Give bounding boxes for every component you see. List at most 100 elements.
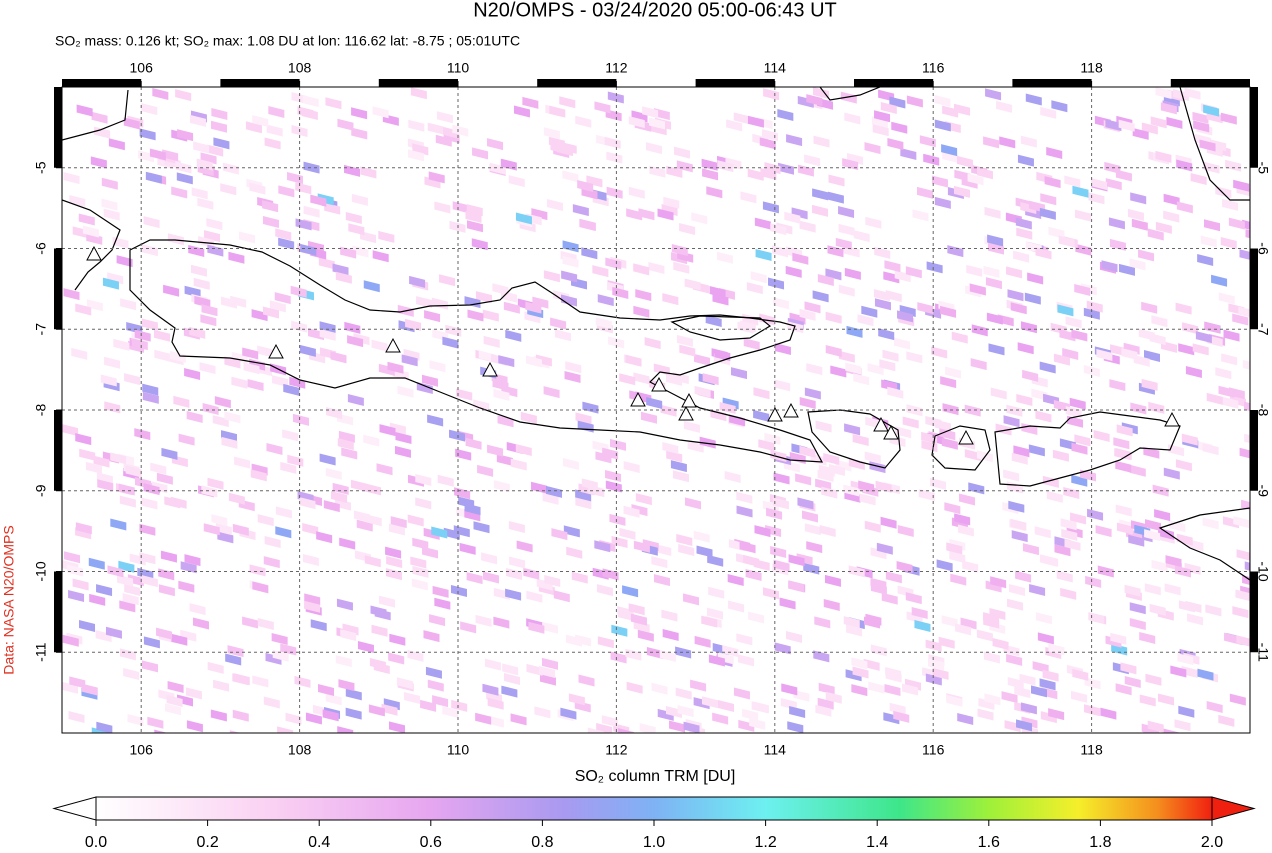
so2-pixel xyxy=(608,336,625,349)
so2-pixel xyxy=(1221,353,1238,366)
so2-pixel xyxy=(842,158,859,171)
so2-pixel xyxy=(1101,260,1118,273)
so2-pixel xyxy=(94,126,111,139)
so2-pixel xyxy=(623,461,640,474)
colorbar-tick-label: 0.8 xyxy=(531,834,553,851)
so2-pixel xyxy=(768,277,785,290)
so2-pixel xyxy=(577,179,594,192)
so2-pixel xyxy=(1010,518,1027,531)
so2-pixel xyxy=(962,560,979,573)
so2-pixel xyxy=(165,703,182,716)
so2-pixel xyxy=(1013,250,1030,263)
frame-bar xyxy=(854,79,934,87)
so2-pixel xyxy=(990,387,1007,400)
so2-pixel xyxy=(906,95,923,108)
so2-pixel xyxy=(738,654,755,667)
so2-pixel xyxy=(482,571,499,584)
so2-pixel xyxy=(874,110,891,123)
volcano xyxy=(958,429,974,445)
so2-pixel xyxy=(1220,112,1237,125)
x-tick-label-top: 114 xyxy=(764,60,787,76)
so2-pixel xyxy=(63,288,80,301)
so2-pixel xyxy=(116,255,133,268)
so2-pixel xyxy=(1093,430,1110,443)
so2-pixel xyxy=(874,298,891,311)
so2-pixel xyxy=(445,324,462,337)
so2-pixel xyxy=(1150,116,1167,129)
so2-pixel xyxy=(1115,504,1132,517)
so2-pixel xyxy=(990,576,1007,589)
so2-pixel xyxy=(465,437,482,450)
so2-pixel xyxy=(302,95,319,108)
so2-pixel xyxy=(71,347,88,360)
so2-pixel xyxy=(1236,635,1250,647)
so2-pixel xyxy=(742,708,759,721)
so2-pixel xyxy=(318,257,335,270)
colorbar-tick-label: 1.0 xyxy=(643,834,665,851)
y-tick-label-right: -8 xyxy=(1255,404,1271,417)
so2-pixel xyxy=(508,175,525,188)
so2-pixel xyxy=(364,483,381,496)
x-tick-label-bottom: 112 xyxy=(605,742,628,758)
so2-pixel xyxy=(1039,207,1056,220)
so2-pixel xyxy=(607,91,624,104)
x-tick-label-bottom: 110 xyxy=(447,742,470,758)
so2-pixel xyxy=(852,666,869,679)
so2-pixel xyxy=(324,202,341,215)
so2-pixel xyxy=(213,679,230,692)
so2-pixel xyxy=(1105,119,1122,132)
so2-pixel xyxy=(1118,119,1135,132)
so2-pixel xyxy=(1046,490,1063,503)
frame-bar xyxy=(62,79,142,87)
y-tick-label-right: -7 xyxy=(1255,323,1271,336)
so2-pixel xyxy=(303,161,320,174)
so2-pixel xyxy=(706,186,723,199)
so2-pixel xyxy=(885,670,902,683)
so2-pixel xyxy=(193,277,210,290)
so2-pixel xyxy=(415,497,432,510)
so2-pixel xyxy=(147,716,164,729)
so2-pixel xyxy=(487,715,504,728)
so2-pixel xyxy=(1163,193,1180,206)
so2-pixel xyxy=(1116,424,1133,437)
so2-pixel xyxy=(885,571,902,584)
so2-pixel xyxy=(493,480,510,493)
so2-pixel xyxy=(970,358,987,371)
so2-pixel xyxy=(1064,175,1081,188)
so2-pixel xyxy=(186,410,203,423)
so2-pixel xyxy=(956,155,973,168)
so2-pixel xyxy=(941,615,958,628)
so2-pixel xyxy=(372,106,389,119)
so2-pixel xyxy=(683,593,700,606)
so2-pixel xyxy=(1232,313,1249,326)
so2-pixel xyxy=(1141,378,1158,391)
so2-pixel xyxy=(637,629,654,642)
so2-pixel xyxy=(482,309,499,322)
so2-pixel xyxy=(139,523,156,536)
so2-pixel xyxy=(396,677,413,690)
so2-pixel xyxy=(153,329,170,342)
so2-pixel xyxy=(192,617,209,630)
so2-pixel xyxy=(163,284,180,297)
so2-pixel xyxy=(687,440,704,453)
borneo-coast xyxy=(819,87,1250,201)
so2-pixel xyxy=(210,709,227,722)
y-tick-label-right: -6 xyxy=(1255,242,1271,255)
so2-pixel xyxy=(884,683,901,696)
so2-pixel xyxy=(203,523,220,536)
so2-pixel xyxy=(124,373,141,386)
volcano xyxy=(482,361,498,377)
so2-pixel xyxy=(473,399,490,412)
so2-pixel xyxy=(578,674,595,687)
so2-pixel xyxy=(1070,512,1087,525)
so2-pixel xyxy=(940,305,957,318)
so2-pixel xyxy=(1017,154,1034,167)
so2-pixel xyxy=(747,168,764,181)
so2-pixel xyxy=(142,660,159,673)
so2-pixel xyxy=(1151,315,1168,328)
y-tick-label-left: -9 xyxy=(33,484,49,497)
colorbar-tick-label: 1.2 xyxy=(754,834,776,851)
so2-pixel xyxy=(868,681,885,694)
so2-pixel xyxy=(82,225,99,238)
so2-pixel xyxy=(1017,342,1034,355)
